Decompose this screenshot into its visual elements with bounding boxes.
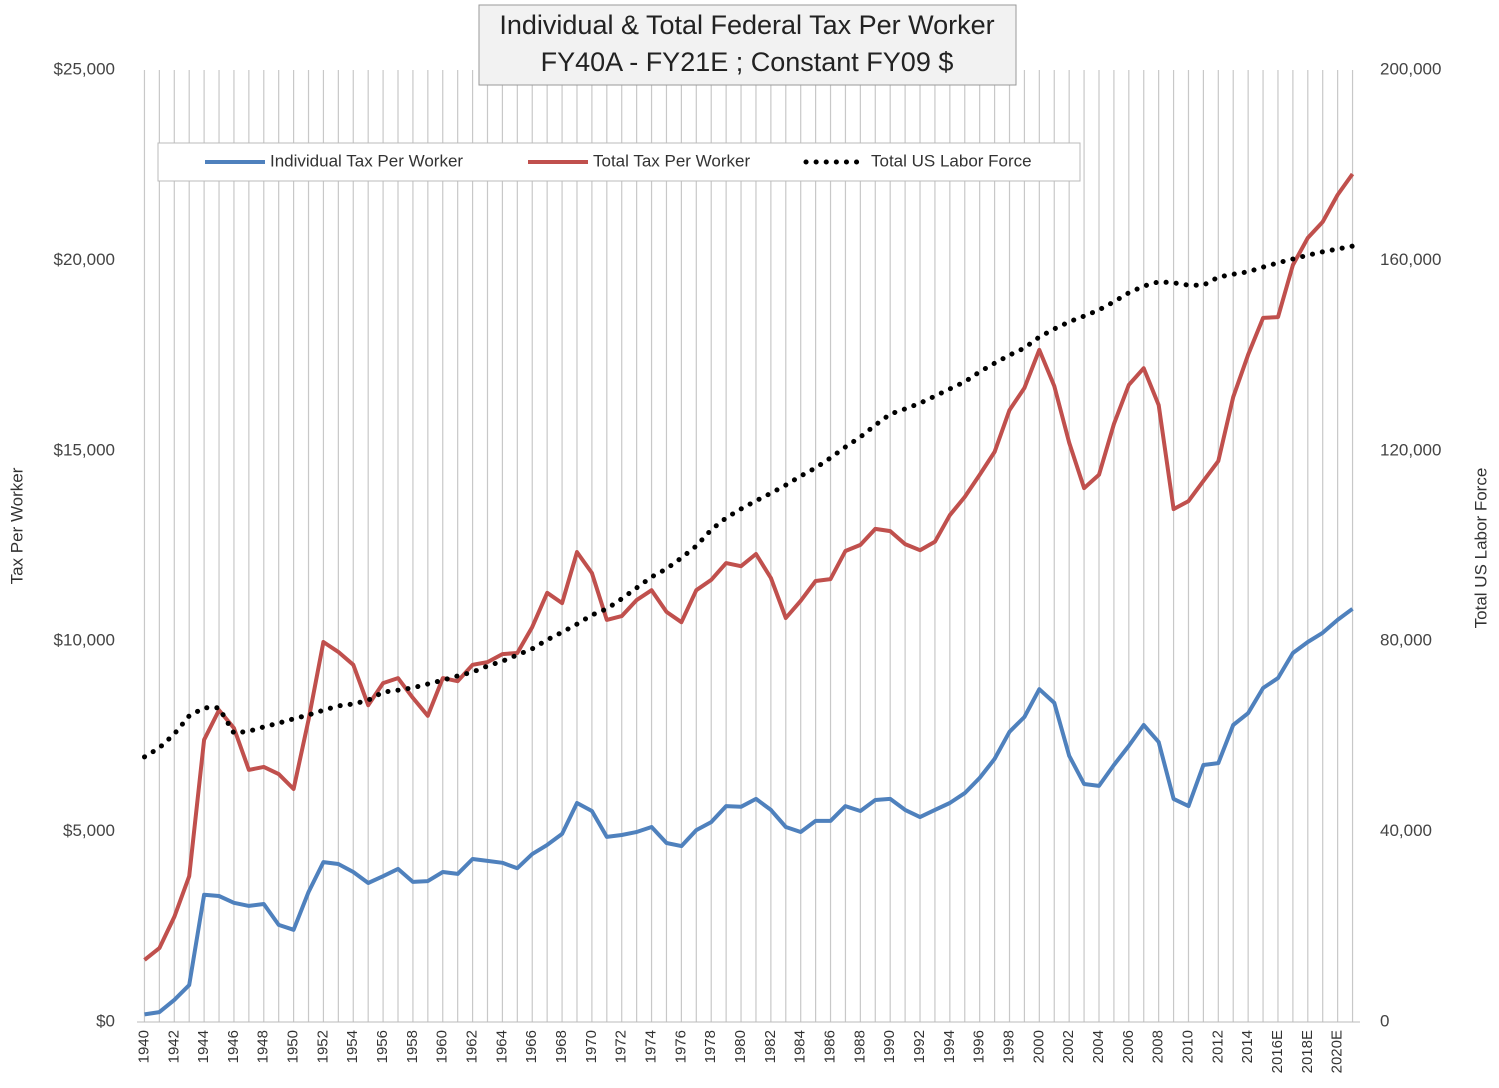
x-tick-label: 1940 [135, 1030, 152, 1063]
x-tick-label: 1990 [881, 1030, 898, 1063]
x-tick-label: 1952 [314, 1030, 331, 1063]
x-tick-label: 2010 [1179, 1030, 1196, 1063]
x-tick-label: 2008 [1150, 1030, 1167, 1063]
x-tick-label: 1972 [613, 1030, 630, 1063]
x-tick-label: 1986 [821, 1030, 838, 1063]
x-tick-label: 1980 [732, 1030, 749, 1063]
x-tick-label: 1960 [434, 1030, 451, 1063]
x-tick-label: 1996 [971, 1030, 988, 1063]
x-tick-label: 1962 [464, 1030, 481, 1063]
legend-box [157, 142, 1081, 182]
x-tick-label: 1994 [941, 1030, 958, 1063]
x-tick-label: 1956 [374, 1030, 391, 1063]
x-tick-label: 1954 [344, 1030, 361, 1063]
y2-tick-label: 120,000 [1380, 440, 1441, 459]
y-tick-label: $0 [96, 1011, 115, 1030]
x-tick-label: 1968 [553, 1030, 570, 1063]
legend-label: Total US Labor Force [871, 151, 1032, 170]
y-tick-label: $20,000 [54, 250, 115, 269]
y2-tick-label: 80,000 [1380, 631, 1432, 650]
x-tick-label: 1984 [792, 1030, 809, 1063]
series-lines [142, 172, 1355, 1017]
x-tick-label: 2012 [1209, 1030, 1226, 1063]
x-tick-label: 2000 [1030, 1030, 1047, 1063]
x-tick-label: 1970 [583, 1030, 600, 1063]
series-line [144, 607, 1354, 1017]
legend-label: Total Tax Per Worker [593, 151, 750, 170]
series-line [142, 243, 1355, 760]
y2-axis-label: Total US Labor Force [1471, 468, 1490, 629]
x-tick-label: 2002 [1060, 1030, 1077, 1063]
x-tick-label: 2020E [1329, 1030, 1346, 1073]
y-tick-label: $5,000 [63, 821, 115, 840]
x-tick-label: 1992 [911, 1030, 928, 1063]
x-tick-label: 1988 [851, 1030, 868, 1063]
legend: Individual Tax Per Worker Total Tax Per W… [205, 151, 1032, 170]
y2-tick-label: 40,000 [1380, 821, 1432, 840]
x-tick-label: 2014 [1239, 1030, 1256, 1063]
y2-tick-label: 200,000 [1380, 59, 1441, 78]
chart-title: Individual & Total Federal Tax Per Worke… [499, 10, 994, 40]
x-tick-label: 2004 [1090, 1030, 1107, 1063]
series-line [143, 172, 1355, 962]
x-tick-label: 1950 [285, 1030, 302, 1063]
x-tick-label: 2016E [1269, 1030, 1286, 1073]
x-tick-label: 1998 [1000, 1030, 1017, 1063]
y2-tick-label: 0 [1380, 1011, 1389, 1030]
x-tick-label: 1964 [493, 1030, 510, 1063]
legend-label: Individual Tax Per Worker [270, 151, 463, 170]
x-tick-label: 2018E [1299, 1030, 1316, 1073]
x-tick-label: 1944 [195, 1030, 212, 1063]
x-tick-label: 1942 [165, 1030, 182, 1063]
chart-subtitle: FY40A - FY21E ; Constant FY09 $ [541, 47, 954, 77]
x-tick-label: 1976 [672, 1030, 689, 1063]
title-box [478, 4, 1017, 86]
y-tick-label: $25,000 [54, 59, 115, 78]
x-tick-label: 1974 [643, 1030, 660, 1063]
x-tick-label: 1978 [702, 1030, 719, 1063]
x-tick-label: 1946 [225, 1030, 242, 1063]
x-tick-label: 1948 [255, 1030, 272, 1063]
y2-tick-label: 160,000 [1380, 250, 1441, 269]
x-tick-label: 1958 [404, 1030, 421, 1063]
x-tick-label: 1982 [762, 1030, 779, 1063]
y-tick-label: $10,000 [54, 631, 115, 650]
y-tick-label: $15,000 [54, 440, 115, 459]
y-axis-label: Tax Per Worker [7, 467, 26, 584]
x-tick-label: 1966 [523, 1030, 540, 1063]
x-tick-label: 2006 [1120, 1030, 1137, 1063]
grid [137, 70, 1360, 1023]
